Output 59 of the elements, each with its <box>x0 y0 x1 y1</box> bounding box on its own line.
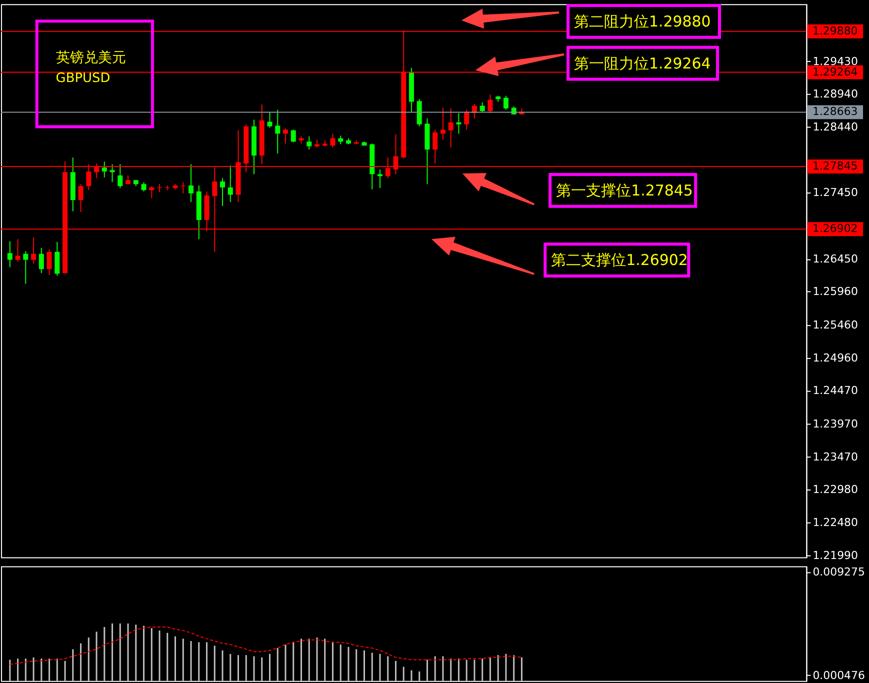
candlestick <box>38 247 44 274</box>
y-tick-label: 1.21990 <box>812 548 858 562</box>
candlestick <box>464 109 470 130</box>
candlestick <box>290 129 296 143</box>
candlestick <box>440 107 446 140</box>
ref-line-label: 1.27845 <box>812 160 858 173</box>
candlestick <box>15 238 20 262</box>
candlestick <box>503 95 508 110</box>
candlestick <box>275 109 280 154</box>
text: 英镑兑美元 <box>56 50 126 66</box>
candlestick <box>220 178 225 207</box>
candlestick <box>448 108 454 148</box>
y-tick-label: 1.25960 <box>812 285 858 298</box>
line-series <box>9 626 522 665</box>
candlestick <box>141 182 146 192</box>
y-tick-label: 1.22480 <box>812 516 858 530</box>
candlestick <box>377 169 382 189</box>
candlestick <box>31 236 36 264</box>
candlestick <box>7 240 12 268</box>
candlestick <box>54 241 60 276</box>
ref-line-label: 1.28663 <box>812 105 858 118</box>
candlestick <box>188 164 194 203</box>
candlestick <box>23 250 28 284</box>
y-tick-label: 1.28440 <box>812 120 858 134</box>
candlestick <box>46 248 52 276</box>
candlestick <box>416 98 422 127</box>
annotation: 第二阻力位1.29880 <box>574 12 711 30</box>
candlestick <box>488 94 493 114</box>
y-tick-label: 1.22980 <box>812 483 858 496</box>
candlestick <box>267 111 272 128</box>
candlestick <box>456 112 462 134</box>
y-tick-label: 0.009275 <box>812 566 865 579</box>
y-tick-label: 1.24470 <box>812 384 858 398</box>
candlestick <box>432 129 438 164</box>
ref-line-label: 1.29880 <box>812 24 858 38</box>
ref-line-label: 1.26902 <box>812 222 858 236</box>
candlestick <box>306 136 312 150</box>
text: GBPUSD <box>56 70 110 86</box>
y-tick-label: 0.000476 <box>812 668 865 682</box>
ref-line-label: 1.29264 <box>812 65 858 78</box>
y-tick-label: 1.23470 <box>812 450 858 464</box>
candlestick <box>102 161 107 178</box>
candlestick <box>149 186 154 199</box>
annotation: 第二支撑位1.26902 <box>551 251 688 269</box>
y-tick-label: 1.23970 <box>812 417 858 430</box>
annotation: 第一阻力位1.29264 <box>574 54 711 72</box>
candlestick <box>110 164 115 183</box>
candlestick <box>78 184 84 212</box>
y-tick-label: 1.28940 <box>812 87 858 100</box>
candlestick <box>228 165 233 203</box>
candlestick <box>480 102 485 112</box>
y-tick-label: 1.24960 <box>812 352 858 365</box>
annotation: 第一支撑位1.27845 <box>556 181 693 200</box>
candlestick <box>118 164 123 189</box>
y-tick-label: 1.26450 <box>812 252 858 266</box>
y-tick-label: 1.27450 <box>812 186 858 200</box>
y-tick-label: 1.25460 <box>812 318 858 332</box>
y-tick-label: 1.29430 <box>812 54 858 68</box>
candlestick <box>283 128 288 144</box>
